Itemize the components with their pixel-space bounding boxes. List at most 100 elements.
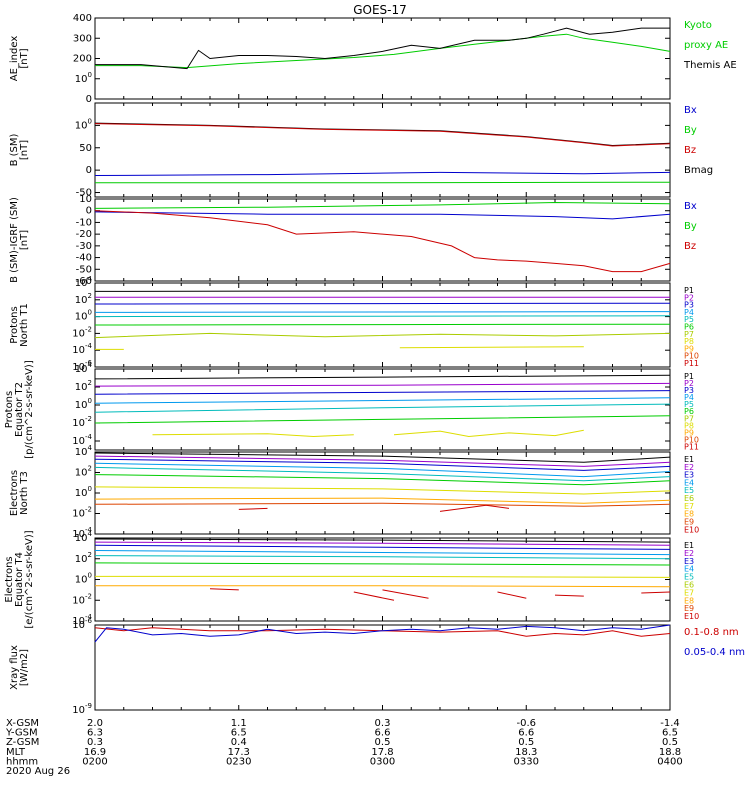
legend-entry: E3 [684,557,694,566]
y-tick-label: 10-2 [72,325,92,339]
series-line [152,433,354,438]
y-tick-label: 0 [86,206,92,217]
x-tick-value: 2.0 [87,718,103,729]
y-tick-label: 0 [86,165,92,176]
y-axis-label: B (SM)-IGRF (SM) [9,197,20,283]
legend-entry: proxy AE [684,40,728,51]
y-tick-label: 10-2 [72,592,92,606]
y-axis-label: AE_index [9,36,20,82]
panel-7: 10-4 10-2 100 102 104 Electrons Equator T4 [e/(… [4,530,699,629]
y-axis-label: B (SM) [9,133,20,166]
y-axis-label: [nT] [19,48,30,68]
panel-4: 10-6 10-4 10-2 100 102 104 Protons North T1 P1P2… [9,275,699,373]
y-tick-label: 10-4 [72,526,92,540]
y-tick-label: 100 [75,485,92,499]
series-line [94,455,671,467]
legend-entry: P1 [684,286,694,295]
legend-entry: Bmag [684,165,713,176]
series-line [353,591,395,601]
x-tick-value: 0400 [657,756,682,767]
legend-entry: Bz [684,241,696,252]
y-tick-label: 102 [75,551,92,565]
y-axis-label: North T3 [19,471,30,515]
series-line [94,627,671,637]
legend-entry: P1 [684,372,694,381]
legend-entry: P5 [684,400,694,409]
legend-entry: 0.1-0.8 nm [684,627,739,638]
legend-entry: P3 [684,301,694,310]
legend-entry: P11 [684,442,699,451]
y-tick-label: -50 [76,264,92,275]
legend-entry: By [684,221,697,232]
y-tick-label: -20 [76,229,92,240]
series-line [94,486,671,495]
x-axis-row-label: X-GSM [6,718,39,729]
x-axis-row-label: Y-GSM [5,728,38,739]
y-tick-label: 10-6 [72,359,92,373]
y-tick-label: 50 [79,143,92,154]
y-axis-label: Electrons [9,470,20,516]
x-tick-value: 0330 [514,756,539,767]
y-tick-label: 200 [73,54,92,65]
legend-entry: P10 [684,435,699,444]
legend-entry: Bx [684,105,697,116]
y-tick-label: 104 [75,530,93,544]
legend-entry: E1 [684,455,694,464]
y-axis-label: North T1 [19,303,30,347]
legend-entry: E5 [684,573,694,582]
legend-entry: P8 [684,337,694,346]
panel-frame [94,537,671,622]
series-line [94,332,671,339]
series-line [94,452,671,463]
series-line [94,497,671,504]
y-tick-label: 100 [75,117,92,131]
x-tick-value: 6.6 [375,728,391,739]
x-tick-value: 6.5 [662,728,678,739]
series-line [95,27,670,70]
legend-entry: E10 [684,612,699,621]
panel-5: 10-4 10-2 100 102 104 Protons Equator T2 [p/(cm… [4,360,699,459]
series-line [94,374,671,380]
y-tick-label: 104 [75,444,93,458]
panel-frame [94,17,671,100]
series-line [94,403,671,413]
y-tick-label: -40 [76,253,92,264]
y-tick-label: 104 [75,275,93,289]
y-tick-label: 10-4 [72,613,92,627]
series-line [94,123,671,147]
y-axis-label: Xray flux [9,645,20,690]
legend-entry: P11 [684,359,699,368]
legend-entry: Kyoto [684,20,712,31]
series-line [94,544,671,550]
x-tick-value: 0.3 [87,737,103,748]
series-line [94,302,671,305]
x-tick-value: 6.6 [518,728,534,739]
legend-entry: E8 [684,510,694,519]
y-tick-label: 10-9 [72,702,92,716]
legend-entry: P8 [684,421,694,430]
legend-entry: P4 [684,308,694,317]
series-line [94,462,671,478]
series-line [238,507,268,510]
legend-entry: Themis AE [683,60,737,71]
legend-entry: E5 [684,486,694,495]
series-line [94,201,671,209]
series-line [94,458,671,471]
x-tick-value: 0230 [226,756,251,767]
legend-entry: E6 [684,494,694,503]
y-axis-label: Protons [4,391,15,428]
series-line [94,210,671,273]
series-line [393,429,584,438]
legend-entry: P9 [684,428,694,437]
panel-frame [94,198,671,282]
series-line [439,504,510,512]
y-tick-label: 100 [75,397,92,411]
panel-1: 0 100 200 300 400 AE_index [nT] Kyoto proxy AE Th… [9,13,737,105]
y-axis-label: Electrons [4,556,15,602]
series-line [95,33,671,69]
series-line [95,181,671,184]
y-tick-label: 10-2 [72,415,92,429]
y-axis-label: [W/m2] [19,649,30,686]
legend-entry: E4 [684,478,694,487]
series-line [94,466,671,482]
